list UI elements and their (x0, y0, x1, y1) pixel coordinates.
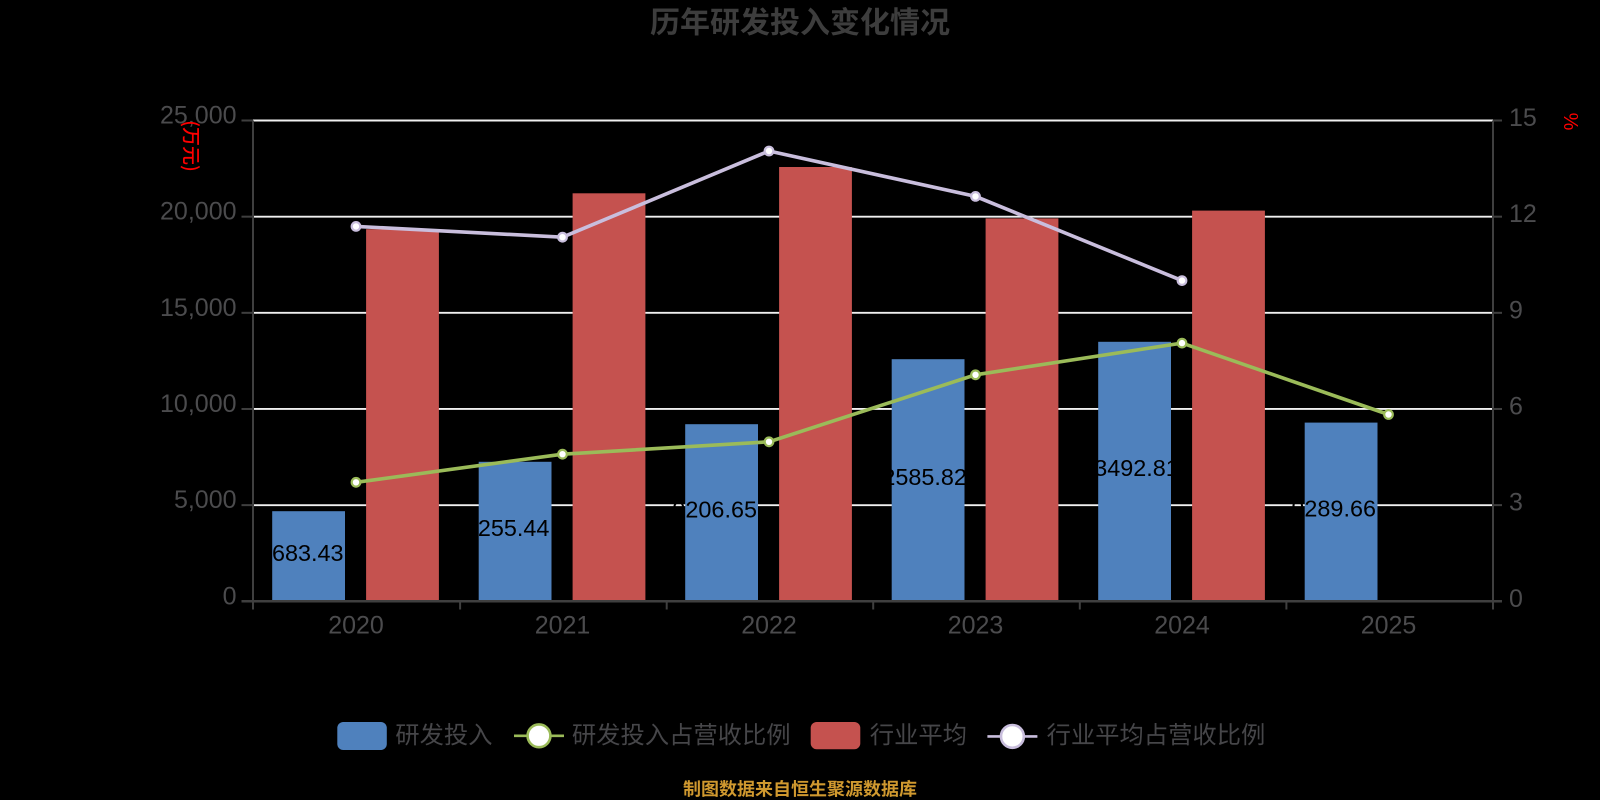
svg-text:2025: 2025 (1361, 612, 1417, 640)
svg-text:%: % (1559, 113, 1581, 131)
svg-text:9: 9 (1509, 296, 1523, 324)
svg-text:15: 15 (1509, 104, 1537, 132)
svg-text:9206.65: 9206.65 (672, 496, 757, 522)
svg-text:2021: 2021 (535, 612, 591, 640)
svg-text:0: 0 (1509, 585, 1523, 613)
svg-text:2023: 2023 (948, 612, 1004, 640)
svg-text:13492.81: 13492.81 (1081, 455, 1179, 481)
svg-text:10,000: 10,000 (160, 390, 236, 418)
svg-text:9289.66: 9289.66 (1291, 496, 1376, 522)
svg-text:2024: 2024 (1154, 612, 1210, 640)
svg-text:4683.43: 4683.43 (259, 540, 344, 566)
svg-text:0: 0 (223, 582, 237, 610)
svg-text:12585.82: 12585.82 (869, 464, 967, 490)
svg-text:6: 6 (1509, 392, 1523, 420)
svg-text:15,000: 15,000 (160, 294, 236, 322)
svg-text:5,000: 5,000 (174, 486, 237, 514)
svg-text:2020: 2020 (328, 612, 384, 640)
svg-text:12: 12 (1509, 200, 1537, 228)
svg-text:7255.44: 7255.44 (465, 515, 550, 541)
svg-text:20,000: 20,000 (160, 198, 236, 226)
svg-text:2022: 2022 (741, 612, 797, 640)
svg-text:3: 3 (1509, 489, 1523, 517)
